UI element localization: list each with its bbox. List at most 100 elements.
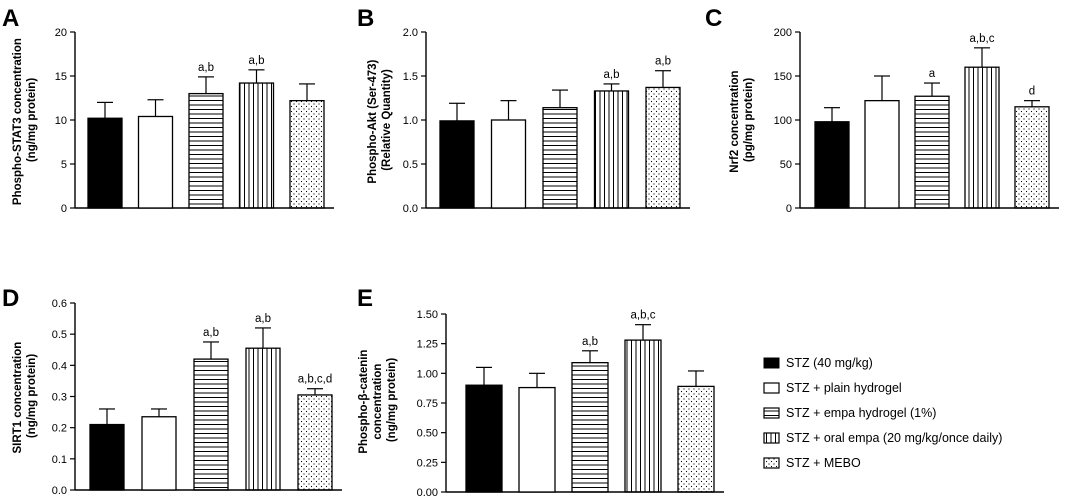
legend-label: STZ + MEBO	[786, 456, 861, 470]
panel-d: D SIRT1 concentration (ng/mg protein) 0.…	[2, 285, 342, 497]
legend-item: STZ + oral empa (20 mg/kg/once daily)	[763, 431, 1002, 445]
y-axis-label-a-line1: Phospho-STAT3 concentration	[12, 38, 24, 205]
bar-vlines	[245, 347, 281, 491]
y-axis-label-d-line2: (ng/mg protein)	[26, 354, 38, 438]
bar-solid	[439, 120, 475, 209]
y-axis-label-c: Nrf2 concentration (pg/mg protein)	[729, 67, 755, 172]
bar-vlines	[238, 82, 275, 209]
y-tick-label: 0.4	[52, 360, 67, 372]
legend-swatch-solid	[763, 357, 780, 369]
legend-label: STZ + empa hydrogel (1%)	[786, 406, 936, 420]
panel-b: B Phospho-Akt (Ser-473) (Relative Quanti…	[357, 5, 690, 215]
panel-label-b: B	[357, 5, 374, 32]
y-tick-label: 0.00	[417, 487, 438, 499]
bar-solid	[465, 384, 503, 493]
plot-area-e: 0.00 0.25 0.50 0.75 1.00 1.25 1.50 a,b a,b,c	[417, 309, 724, 499]
legend: STZ (40 mg/kg) STZ + plain hydrogel STZ …	[763, 356, 1002, 470]
bar-hlines	[571, 362, 609, 493]
y-tick-label: 10	[55, 115, 67, 127]
y-tick-label: 5	[61, 159, 67, 171]
legend-item: STZ + empa hydrogel (1%)	[763, 406, 936, 420]
bar-open	[864, 99, 900, 209]
significance-label: a,b,c,d	[298, 374, 333, 386]
y-tick-label: 100	[774, 115, 792, 127]
legend-swatch-dots	[763, 457, 780, 469]
legend-label: STZ + plain hydrogel	[786, 381, 902, 395]
significance-label: a,b	[255, 313, 271, 325]
y-axis-label-b: Phospho-Akt (Ser-473) (Relative Quantity…	[367, 56, 393, 183]
plot-area-d: 0.0 0.1 0.2 0.3 0.4 0.5 0.6 a,b a,b a,b,c,d	[52, 298, 342, 497]
bar-hlines	[542, 107, 578, 209]
bar-vlines	[624, 339, 662, 493]
bar-dots	[645, 86, 681, 209]
y-tick-label: 0.25	[417, 457, 438, 469]
bar-dots	[289, 99, 325, 209]
y-axis-label-d-line1: SIRT1 concentration	[12, 342, 24, 454]
bar-open	[490, 119, 527, 209]
significance-label: a,b	[582, 336, 598, 348]
y-tick-label: 0.2	[52, 423, 67, 435]
panel-a: A Phospho-STAT3 concentration (ng/mg pro…	[2, 5, 334, 215]
y-tick-label: 1.0	[403, 115, 418, 127]
significance-label: a,b,c	[970, 33, 995, 45]
y-tick-label: 50	[780, 159, 792, 171]
y-axis-label-a: Phospho-STAT3 concentration (ng/mg prote…	[12, 35, 38, 205]
legend-label: STZ + oral empa (20 mg/kg/once daily)	[786, 431, 1002, 445]
bar-vlines	[593, 90, 630, 209]
y-tick-label: 0.6	[52, 298, 67, 310]
y-axis-label-b-line1: Phospho-Akt (Ser-473)	[367, 59, 379, 183]
bar-dots	[297, 394, 333, 491]
bar-solid	[89, 423, 125, 491]
y-tick-label: 200	[774, 27, 792, 39]
panel-e: E Phospho-β-catenin concentration (ng/mg…	[357, 285, 724, 499]
y-axis-label-a-line2: (ng/mg protein)	[26, 78, 38, 162]
legend-swatch-open	[763, 382, 780, 394]
significance-label: a,b	[203, 327, 219, 339]
y-axis-label-d: SIRT1 concentration (ng/mg protein)	[12, 338, 38, 453]
panel-c: C Nrf2 concentration (pg/mg protein) 0 50…	[705, 5, 1059, 215]
legend-swatch-vlines	[763, 432, 780, 444]
bar-open	[518, 386, 556, 493]
legend-label: STZ (40 mg/kg)	[786, 356, 873, 370]
y-axis-label-e-line2: concentration	[372, 364, 384, 440]
panel-label-d: D	[2, 285, 19, 312]
bar-open	[141, 416, 177, 491]
y-tick-label: 0	[61, 203, 67, 215]
panel-label-a: A	[2, 5, 19, 32]
significance-label: a	[929, 68, 936, 80]
y-tick-label: 1.25	[417, 339, 438, 351]
legend-item: STZ (40 mg/kg)	[763, 356, 873, 370]
bar-open	[137, 115, 174, 209]
y-tick-label: 150	[774, 71, 792, 83]
y-tick-label: 1.5	[403, 71, 418, 83]
y-axis-label-b-line2: (Relative Quantity)	[381, 69, 393, 171]
y-axis-label-e-line1: Phospho-β-catenin	[358, 350, 370, 454]
significance-label: d	[1029, 86, 1035, 98]
y-tick-label: 0.50	[417, 428, 438, 440]
bar-dots	[677, 385, 715, 493]
bar-hlines	[193, 358, 229, 491]
significance-label: a,b,c	[631, 310, 656, 322]
bar-solid	[87, 117, 123, 209]
y-tick-label: 0.3	[52, 392, 67, 404]
y-tick-label: 0	[786, 203, 792, 215]
bar-dots	[1014, 106, 1050, 209]
panel-label-e: E	[357, 285, 373, 312]
y-tick-label: 15	[55, 71, 67, 83]
y-axis-label-c-line2: (pg/mg protein)	[743, 78, 755, 162]
y-tick-label: 2.0	[403, 27, 418, 39]
y-tick-label: 0.0	[403, 203, 418, 215]
y-tick-label: 1.50	[417, 309, 438, 321]
y-tick-label: 0.5	[52, 329, 67, 341]
y-axis-label-e: Phospho-β-catenin concentration (ng/mg p…	[358, 346, 398, 453]
significance-label: a,b	[655, 56, 671, 68]
plot-area-a: 0 5 10 15 20 a,b a,b	[55, 27, 334, 215]
legend-item: STZ + plain hydrogel	[763, 381, 902, 395]
y-tick-label: 1.00	[417, 368, 438, 380]
plot-area-c: 0 50 100 150 200 a a,b,c d	[774, 27, 1059, 215]
y-tick-label: 0.0	[52, 485, 67, 497]
y-tick-label: 20	[55, 27, 67, 39]
y-tick-label: 0.75	[417, 398, 438, 410]
significance-label: a,b	[604, 69, 620, 81]
